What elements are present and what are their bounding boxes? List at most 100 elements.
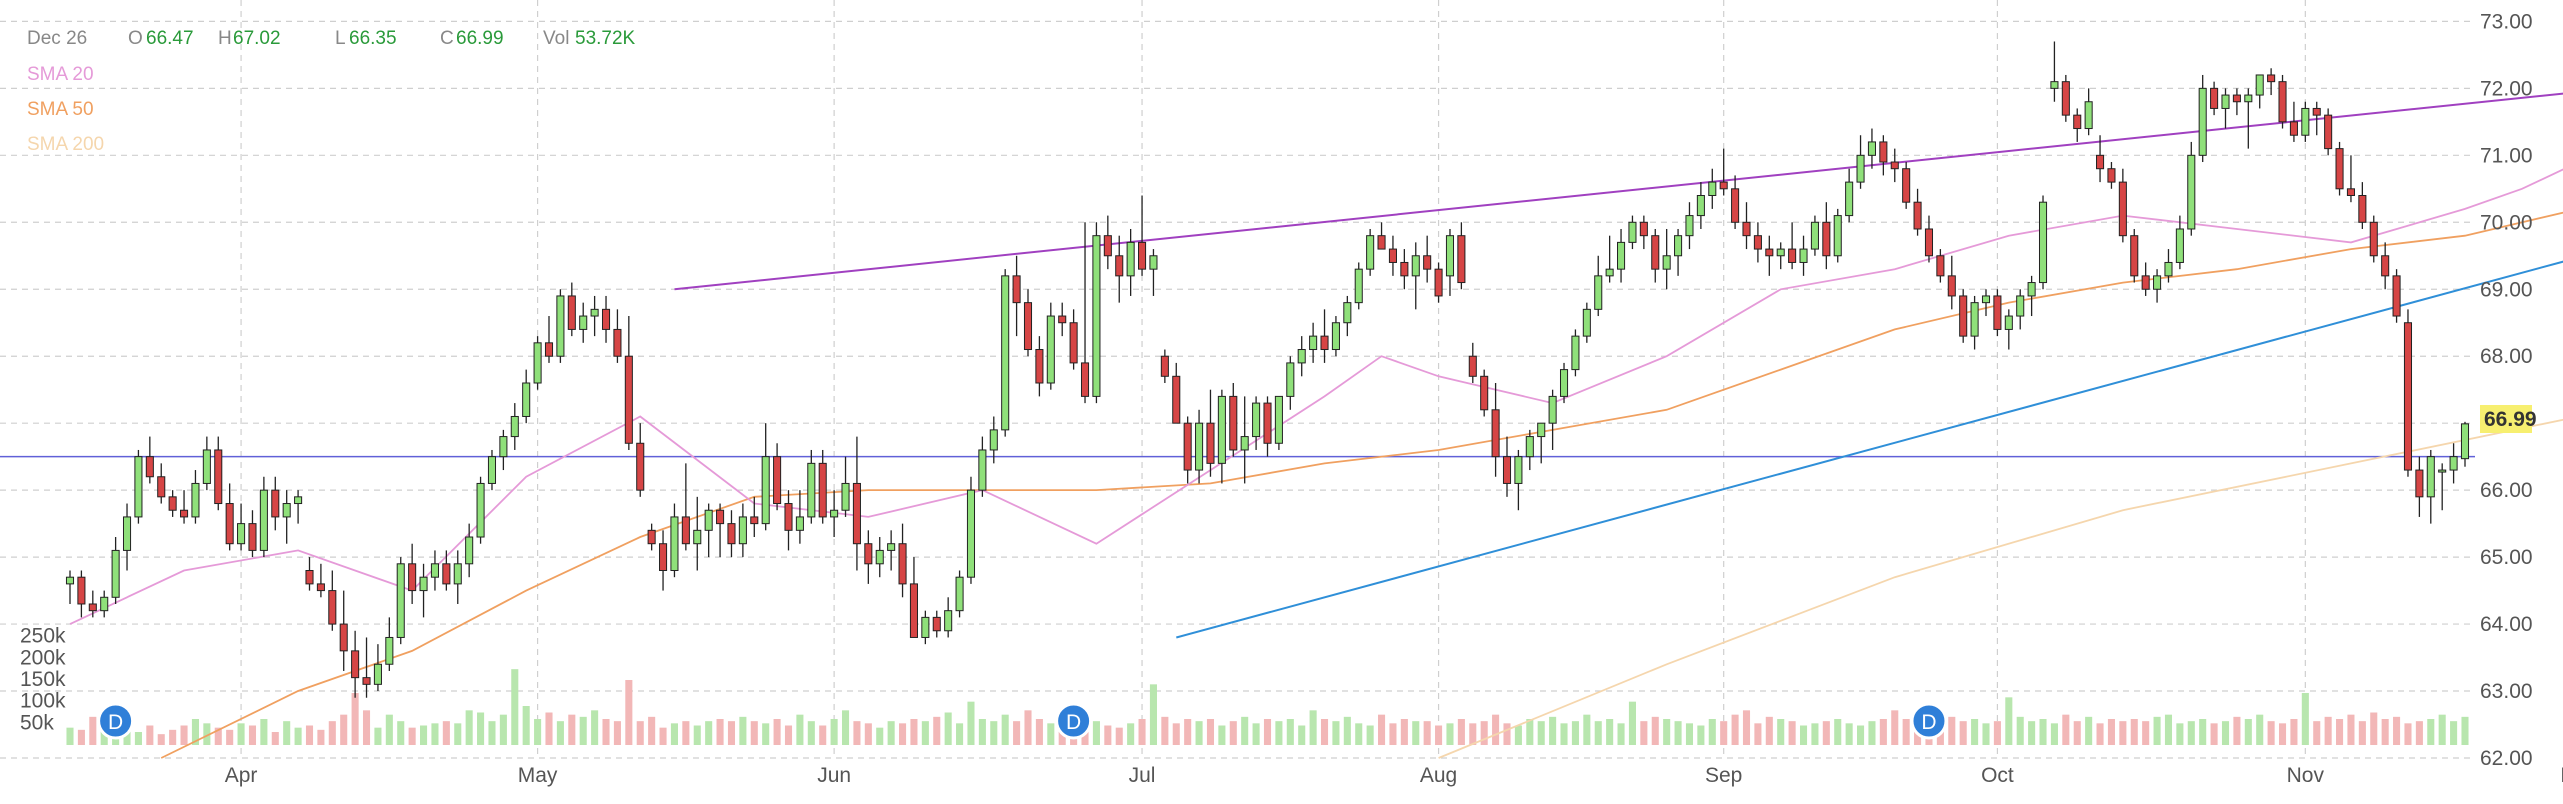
candle (841, 456, 850, 517)
candle (1366, 228, 1375, 276)
candle-body (237, 523, 246, 545)
candle-body (2107, 168, 2116, 183)
candle-body (271, 489, 280, 518)
candle (613, 309, 622, 363)
candle-body (2164, 261, 2173, 277)
candle (2153, 269, 2162, 303)
header-open-label: O (128, 28, 143, 49)
candle (1320, 309, 1329, 363)
volume-bar (2381, 719, 2389, 745)
candle-body (1320, 335, 1329, 351)
candle-body (2403, 322, 2413, 471)
price-tick: 66.00 (2480, 479, 2533, 502)
volume-bar (1640, 721, 1648, 745)
volume-bar (2415, 721, 2423, 745)
candle-body (487, 456, 497, 484)
candle (2289, 101, 2298, 142)
candle-body (1195, 422, 1204, 471)
candle (522, 369, 531, 424)
volume-bar (1412, 721, 1420, 745)
candle-body (921, 616, 930, 638)
volume-bar (1298, 725, 1306, 745)
candle-body (351, 650, 360, 679)
volume-bar (1993, 721, 2001, 745)
candle (875, 537, 884, 578)
price-tick: 71.00 (2480, 144, 2533, 167)
candle (2255, 74, 2264, 109)
dividend-marker[interactable]: D (1910, 702, 1948, 740)
candle-body (875, 549, 884, 565)
candle (385, 617, 394, 671)
candle-body (1765, 248, 1774, 257)
candle-body (1457, 235, 1466, 284)
candle-body (2267, 74, 2276, 83)
candle (1537, 422, 1546, 464)
candle (2449, 443, 2458, 484)
candle-body (1377, 235, 1386, 250)
volume-bar (1480, 721, 1488, 745)
volume-bar (830, 719, 838, 745)
candle (1423, 235, 1432, 283)
volume-bar (397, 721, 405, 745)
volume-bar (2370, 712, 2378, 745)
candle-body (2438, 469, 2447, 473)
candle (738, 503, 747, 558)
candle (1138, 195, 1147, 276)
price-tick: 63.00 (2480, 680, 2533, 703)
candle-body (1731, 188, 1740, 223)
volume-bar (2233, 716, 2241, 745)
volume-bar (899, 723, 907, 745)
candle-body (2369, 221, 2378, 257)
volume-bar (1777, 719, 1785, 745)
candle-body (1480, 375, 1489, 411)
candle (601, 295, 611, 343)
sma20-line (69, 168, 2563, 625)
candle-body (1160, 355, 1169, 377)
volume-bar (1309, 710, 1317, 745)
candle-body (2073, 114, 2082, 130)
sma200-line (1438, 418, 2563, 759)
volume-bar (1948, 716, 1956, 745)
candle (1160, 349, 1169, 383)
dividend-marker[interactable]: D (97, 702, 135, 740)
volume-bar (431, 723, 439, 745)
candle-body (100, 596, 109, 612)
candle-body (1445, 235, 1455, 277)
volume-tick: 250k (20, 625, 66, 648)
volume-bar (2244, 719, 2252, 745)
volume-bar (1799, 725, 1808, 745)
volume-bar (933, 716, 941, 745)
candle-body (556, 295, 565, 357)
candle (579, 302, 588, 343)
volume-bar (1195, 721, 1203, 745)
dividend-marker[interactable]: D (1055, 702, 1093, 740)
candle (1252, 396, 1261, 450)
candle-body (727, 523, 736, 545)
candle (2324, 108, 2333, 156)
volume-bar (659, 727, 667, 745)
volume-bar (613, 721, 621, 745)
header-low: 66.35 (349, 28, 397, 49)
candle-body (2210, 87, 2219, 109)
header-low-label: L (335, 28, 346, 49)
candle-body (567, 295, 576, 330)
candle-body (1138, 241, 1147, 270)
candle (1388, 235, 1397, 276)
candle-body (1776, 248, 1785, 257)
candle (2096, 135, 2105, 183)
candle-body (1559, 369, 1569, 397)
candle (1525, 429, 1534, 471)
candle (704, 503, 713, 558)
candle-body (259, 489, 268, 551)
candle (932, 610, 941, 638)
volume-bar (214, 727, 222, 745)
candle-body (1297, 349, 1306, 364)
candle (1582, 302, 1591, 343)
price-tick: 62.00 (2480, 747, 2533, 770)
header-high-label: H (218, 28, 232, 49)
candle (1651, 228, 1660, 283)
candle-body (1229, 395, 1238, 451)
volume-bar (2324, 716, 2332, 745)
candle-body (659, 543, 668, 572)
